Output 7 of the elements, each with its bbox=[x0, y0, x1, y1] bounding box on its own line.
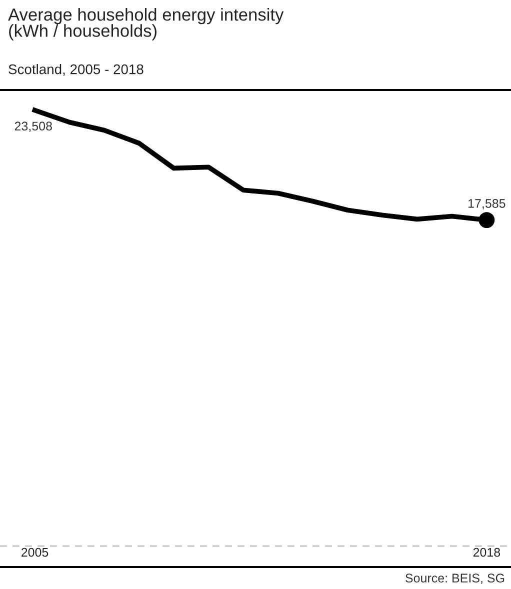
data-label: 17,585 bbox=[468, 199, 506, 210]
x-tick-label: 2005 bbox=[21, 548, 48, 557]
chart-subtitle: Scotland, 2005 - 2018 bbox=[8, 64, 144, 76]
source-note: Source: BEIS, SG bbox=[406, 574, 504, 584]
x-tick-label: 2018 bbox=[473, 548, 500, 557]
chart-title: Average household energy intensity (kWh / households) bbox=[8, 8, 284, 40]
data-label: 23,508 bbox=[14, 122, 52, 132]
